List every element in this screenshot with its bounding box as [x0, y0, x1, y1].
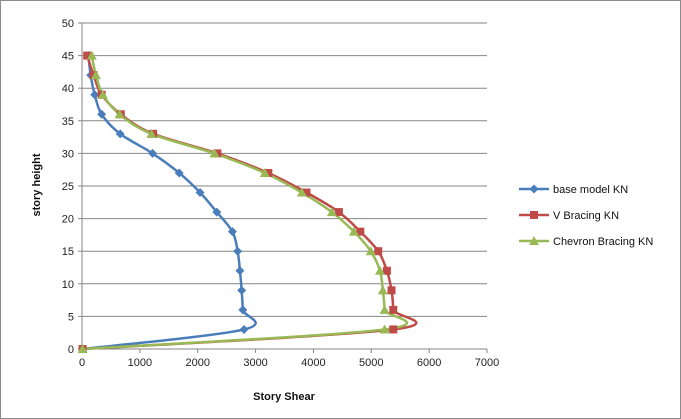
- series-line-2: [81, 54, 409, 351]
- data-point-series-0: [115, 129, 125, 139]
- data-point-series-2: [374, 265, 385, 275]
- data-point-series-2: [259, 167, 270, 177]
- y-axis-title: story height: [31, 153, 43, 216]
- series-markers: [77, 50, 398, 354]
- data-point-series-0: [97, 109, 107, 119]
- legend-label-2: Chevron Bracing KN: [553, 236, 653, 248]
- data-point-series-2: [146, 128, 157, 138]
- data-point-series-0: [238, 305, 248, 315]
- data-point-series-0: [174, 168, 184, 178]
- data-point-series-2: [377, 285, 388, 295]
- x-tick-label: 0: [79, 357, 85, 369]
- y-tick-label: 40: [62, 83, 74, 95]
- axes: [78, 22, 488, 353]
- legend-label-0: base model KN: [553, 184, 628, 196]
- series-line-0: [81, 54, 257, 351]
- y-tick-label: 5: [68, 311, 74, 323]
- data-point-series-0: [195, 188, 205, 198]
- y-tick-label: 50: [62, 18, 74, 30]
- data-point-series-0: [148, 148, 158, 158]
- x-tick-label: 2000: [185, 357, 209, 369]
- y-tick-label: 25: [62, 181, 74, 193]
- x-tick-label: 7000: [475, 357, 499, 369]
- data-point-series-2: [97, 89, 108, 99]
- legend-marker-2: [529, 236, 539, 245]
- y-tick-label: 30: [62, 148, 74, 160]
- x-tick-label: 5000: [359, 357, 383, 369]
- data-point-series-0: [212, 207, 222, 217]
- x-tick-label: 6000: [417, 357, 441, 369]
- tick-labels: 0 5 10 15 20 25 30 35 40 45 50 0 1000 2000 3000 4000 500…: [62, 18, 499, 369]
- data-point-series-1: [387, 286, 396, 295]
- grid-lines: [82, 22, 487, 317]
- data-point-series-1: [264, 168, 273, 177]
- data-point-series-2: [114, 109, 125, 119]
- x-tick-label: 1000: [128, 357, 152, 369]
- data-point-series-2: [86, 50, 97, 60]
- legend-marker-0: [529, 184, 539, 194]
- legend-label-1: V Bracing KN: [553, 210, 619, 222]
- data-point-series-0: [237, 285, 247, 295]
- data-point-series-2: [365, 246, 376, 256]
- data-point-series-1: [382, 266, 391, 275]
- x-tick-label: 3000: [243, 357, 267, 369]
- data-point-series-1: [213, 149, 222, 158]
- y-tick-label: 15: [62, 246, 74, 258]
- y-tick-label: 45: [62, 51, 74, 63]
- data-point-series-1: [389, 305, 398, 314]
- data-point-series-2: [77, 344, 88, 353]
- data-point-series-0: [90, 90, 100, 100]
- data-point-series-0: [227, 227, 237, 237]
- data-point-series-1: [374, 247, 383, 256]
- x-axis-title: Story Shear: [253, 391, 315, 403]
- y-tick-label: 35: [62, 116, 74, 128]
- data-point-series-2: [209, 148, 220, 158]
- data-point-series-0: [235, 266, 245, 276]
- x-tick-label: 4000: [301, 357, 325, 369]
- data-point-series-0: [233, 246, 243, 256]
- legend-marker-1: [530, 211, 538, 219]
- y-tick-label: 10: [62, 279, 74, 291]
- data-point-series-2: [379, 304, 390, 314]
- y-tick-label: 20: [62, 214, 74, 226]
- data-point-series-1: [389, 325, 398, 334]
- data-point-series-2: [90, 70, 101, 80]
- y-tick-label: 0: [68, 344, 74, 356]
- data-point-series-1: [83, 51, 92, 60]
- data-point-series-2: [348, 226, 359, 236]
- data-point-series-2: [296, 187, 307, 197]
- data-point-series-2: [379, 324, 390, 334]
- series-line-1: [81, 54, 418, 351]
- series-lines: [81, 54, 418, 351]
- data-point-series-1: [302, 188, 311, 197]
- data-point-series-1: [334, 208, 343, 217]
- data-point-series-0: [239, 324, 249, 334]
- data-point-series-2: [326, 207, 337, 217]
- legend: base model KN V Bracing KN Chevron Bracing…: [519, 184, 653, 248]
- data-point-series-1: [356, 227, 365, 236]
